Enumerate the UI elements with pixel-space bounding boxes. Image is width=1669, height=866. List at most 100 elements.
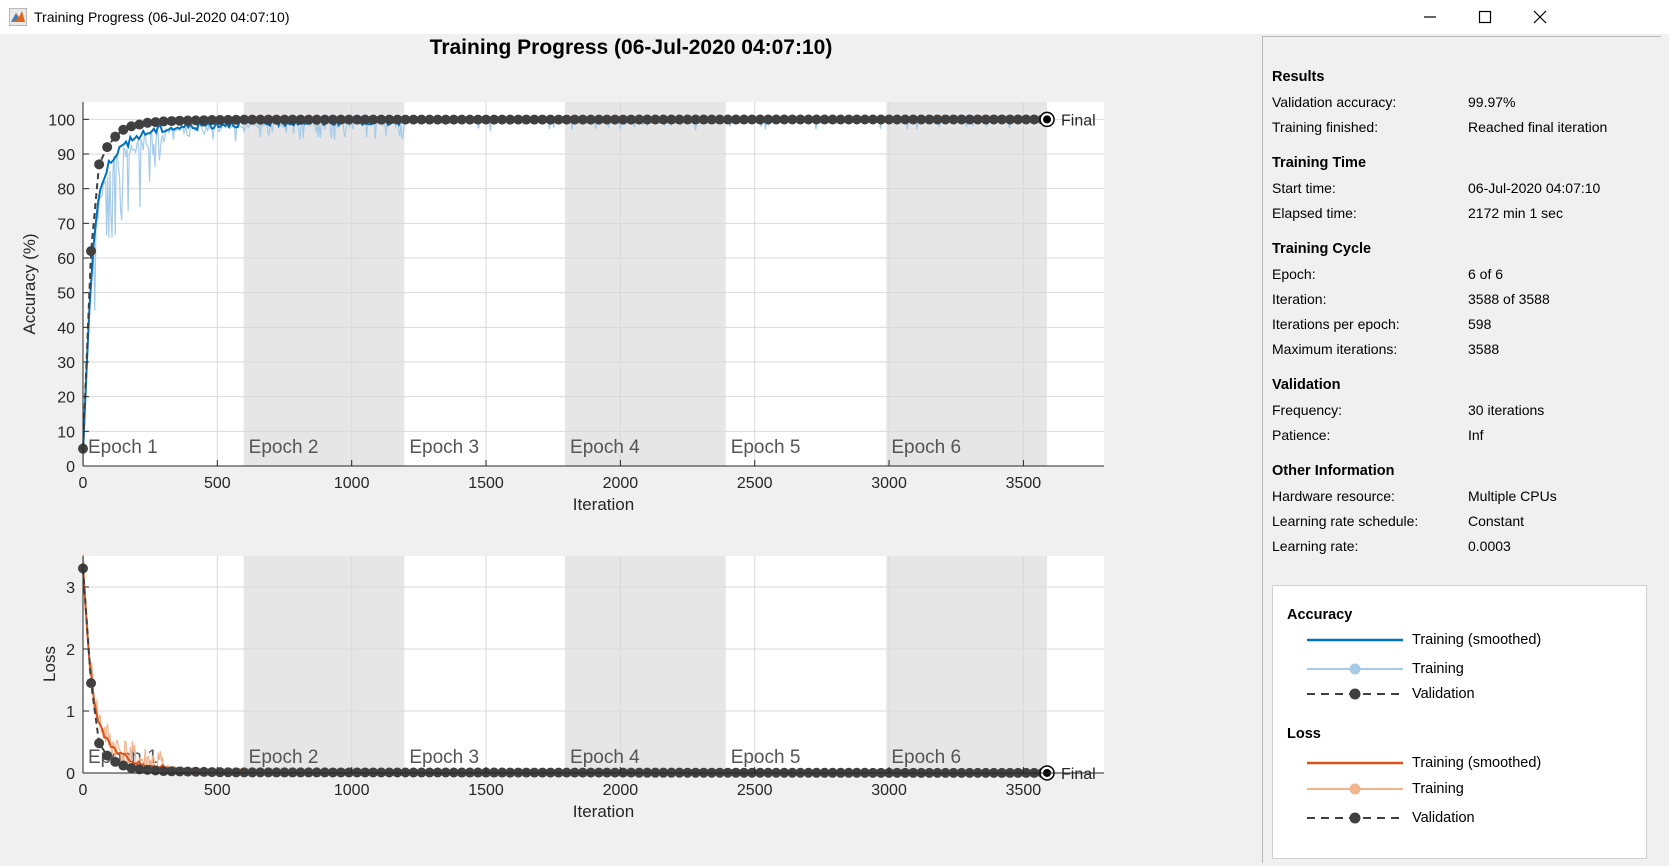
acc-validation-point	[126, 121, 137, 132]
acc-validation-point	[940, 114, 951, 125]
loss-xlabel: Iteration	[573, 802, 634, 821]
acc-validation-point	[755, 114, 766, 125]
acc-validation-point	[440, 114, 451, 125]
acc-validation-point	[803, 114, 814, 125]
acc-validation-point	[198, 115, 209, 126]
loss-validation-point	[319, 767, 330, 778]
acc-validation-point	[964, 114, 975, 125]
loss-ytick-label-2: 2	[66, 642, 75, 659]
acc-validation-point	[174, 115, 185, 126]
acc-validation-point	[416, 114, 427, 125]
maximize-button[interactable]	[1456, 0, 1514, 34]
loss-ylabel: Loss	[40, 646, 59, 682]
elapsed-time-value: 2172 min 1 sec	[1468, 205, 1563, 221]
patience-value: Inf	[1468, 427, 1484, 443]
acc-ytick-label-8: 80	[57, 182, 75, 199]
acc-xtick-label-0: 0	[79, 475, 88, 492]
acc-validation-point	[827, 114, 838, 125]
acc-ytick-label-6: 60	[57, 251, 75, 268]
legend-accuracy-validation-line	[1307, 688, 1403, 700]
acc-validation-point	[1029, 114, 1040, 125]
acc-validation-point	[263, 114, 274, 125]
iterations-per-epoch-label: Iterations per epoch:	[1272, 316, 1400, 332]
loss-validation-point	[126, 763, 137, 774]
acc-validation-point	[819, 114, 830, 125]
acc-validation-point	[650, 114, 661, 125]
acc-validation-point	[722, 114, 733, 125]
results-heading: Results	[1272, 69, 1325, 85]
acc-validation-point	[988, 114, 999, 125]
training-cycle-heading: Training Cycle	[1272, 241, 1372, 257]
acc-validation-point	[505, 114, 516, 125]
training-time-heading: Training Time	[1272, 155, 1367, 171]
acc-validation-point	[835, 114, 846, 125]
acc-validation-point	[561, 114, 572, 125]
hardware-resource-label: Hardware resource:	[1272, 488, 1395, 504]
maximum-iterations-value: 3588	[1468, 341, 1500, 357]
acc-validation-point	[577, 114, 588, 125]
acc-validation-point	[150, 117, 161, 128]
learning-rate-schedule-value: Constant	[1468, 513, 1525, 529]
legend-accuracy-heading: Accuracy	[1287, 607, 1353, 623]
acc-validation-point	[223, 114, 234, 125]
acc-validation-point	[908, 114, 919, 125]
minimize-icon	[1424, 16, 1436, 18]
loss-xtick-label-4: 2000	[603, 782, 639, 799]
loss-ytick-label-1: 1	[66, 704, 75, 721]
acc-validation-point	[118, 124, 129, 135]
loss-validation-point	[335, 767, 346, 778]
loss-validation-point	[102, 750, 113, 761]
learning-rate-schedule-label: Learning rate schedule:	[1272, 513, 1419, 529]
acc-validation-point	[545, 114, 556, 125]
acc-validation-point	[472, 114, 483, 125]
legend-accuracy-smoothed-line	[1307, 638, 1403, 642]
loss-validation-point	[142, 764, 153, 775]
learning-rate-value: 0.0003	[1468, 538, 1511, 554]
acc-validation-point	[400, 114, 411, 125]
loss-validation-point	[255, 767, 266, 778]
maximum-iterations-label: Maximum iterations:	[1272, 341, 1398, 357]
acc-validation-point	[279, 114, 290, 125]
acc-validation-point	[537, 114, 548, 125]
acc-validation-point	[626, 114, 637, 125]
training-info[interactable]: Results Validation accuracy: 99.97% Trai…	[1263, 37, 1661, 577]
acc-validation-point	[1021, 114, 1032, 125]
acc-validation-point	[916, 114, 927, 125]
legend-loss-validation-label: Validation	[1412, 810, 1475, 826]
acc-epoch-label-6: Epoch 6	[891, 437, 961, 458]
validation-accuracy-label: Validation accuracy:	[1272, 94, 1397, 110]
acc-validation-point	[666, 114, 677, 125]
acc-epoch-label-1: Epoch 1	[88, 437, 158, 458]
acc-validation-point	[682, 114, 693, 125]
loss-validation-point	[271, 767, 282, 778]
loss-validation-point	[368, 767, 379, 778]
acc-validation-point	[779, 114, 790, 125]
acc-validation-point	[166, 116, 177, 127]
minimize-button[interactable]	[1401, 0, 1459, 34]
acc-xtick-label-3: 1500	[468, 475, 504, 492]
acc-validation-point	[215, 114, 226, 125]
acc-validation-point	[1004, 114, 1015, 125]
loss-validation-point	[287, 767, 298, 778]
loss-validation-point	[376, 767, 387, 778]
acc-validation-point	[206, 115, 217, 126]
frequency-label: Frequency:	[1272, 402, 1343, 418]
acc-ytick-label-1: 10	[57, 424, 75, 441]
acc-validation-point	[714, 114, 725, 125]
loss-xtick-label-5: 2500	[737, 782, 773, 799]
acc-validation-point	[255, 114, 266, 125]
loss-validation-point	[400, 767, 411, 778]
loss-xtick-label-6: 3000	[871, 782, 907, 799]
acc-validation-point	[142, 117, 153, 128]
loss-validation-point	[408, 767, 419, 778]
loss-final-label: Final	[1061, 766, 1096, 783]
acc-validation-point	[892, 114, 903, 125]
acc-validation-point	[303, 114, 314, 125]
acc-ytick-label-5: 50	[57, 286, 75, 303]
maximize-icon	[1478, 10, 1492, 24]
close-button[interactable]	[1511, 0, 1569, 34]
acc-validation-point	[182, 115, 193, 126]
acc-validation-point	[843, 114, 854, 125]
legend-loss-smoothed-label: Training (smoothed)	[1412, 755, 1542, 771]
acc-validation-point	[529, 114, 540, 125]
